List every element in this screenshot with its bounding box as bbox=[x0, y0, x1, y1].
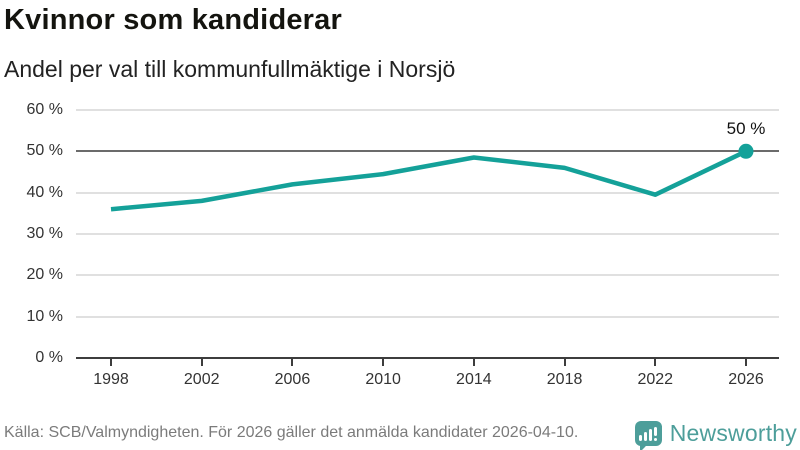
y-tick-label: 40 % bbox=[26, 183, 63, 201]
newsworthy-logo-icon bbox=[634, 420, 662, 450]
x-tick bbox=[382, 358, 385, 366]
y-tick-label: 60 % bbox=[26, 101, 63, 118]
gridline bbox=[76, 191, 779, 194]
page-title: Kvinnor som kandiderar bbox=[4, 4, 342, 36]
x-tick bbox=[472, 358, 475, 366]
y-tick-label: 20 % bbox=[26, 266, 63, 284]
gridline bbox=[76, 233, 779, 235]
logo-exclamation-icon bbox=[654, 426, 658, 441]
x-tick bbox=[654, 358, 657, 366]
y-tick-label: 0 % bbox=[35, 349, 63, 366]
y-tick-label: 30 % bbox=[26, 225, 63, 242]
chart-subtitle: Andel per val till kommunfullmäktige i N… bbox=[4, 56, 456, 82]
x-tick-label: 2018 bbox=[546, 371, 583, 388]
brand-name: Newsworthy bbox=[669, 419, 797, 446]
footer: Källa: SCB/Valmyndigheten. För 2026 gäll… bbox=[4, 416, 797, 450]
gridline bbox=[76, 315, 779, 318]
line-series bbox=[110, 143, 754, 212]
gridline bbox=[76, 109, 779, 111]
y-tick-label: 10 % bbox=[26, 307, 63, 325]
x-tick-label: 1998 bbox=[93, 371, 129, 388]
x-tick-label: 2010 bbox=[365, 371, 401, 388]
data-line bbox=[110, 149, 747, 212]
source-note: Källa: SCB/Valmyndigheten. För 2026 gäll… bbox=[4, 424, 579, 441]
line-chart: 0 % 10 % 20 % 30 % 40 % 50 % 60 % 1998 2002 2006… bbox=[26, 101, 779, 388]
x-tick-label: 2006 bbox=[274, 371, 311, 388]
logo-bar-icon bbox=[649, 428, 653, 441]
x-tick bbox=[110, 358, 112, 366]
y-tick-label: 50 % bbox=[26, 142, 63, 160]
x-tick-label: 2022 bbox=[637, 371, 674, 388]
x-tick-label: 2002 bbox=[183, 371, 220, 388]
last-point-label: 50 % bbox=[726, 119, 766, 139]
x-tick-label: 2014 bbox=[456, 371, 492, 388]
x-axis-line bbox=[76, 357, 779, 359]
reference-gridline bbox=[76, 150, 779, 153]
x-tick bbox=[745, 358, 747, 366]
x-tick bbox=[291, 358, 294, 366]
newsworthy-logo: Newsworthy bbox=[634, 419, 797, 450]
last-point-marker bbox=[738, 143, 754, 159]
logo-bar-icon bbox=[644, 431, 648, 441]
logo-bar-icon bbox=[639, 434, 643, 441]
gridline bbox=[76, 274, 779, 277]
x-tick-label: 2026 bbox=[728, 371, 764, 388]
x-tick bbox=[563, 358, 566, 366]
x-tick bbox=[200, 358, 203, 366]
